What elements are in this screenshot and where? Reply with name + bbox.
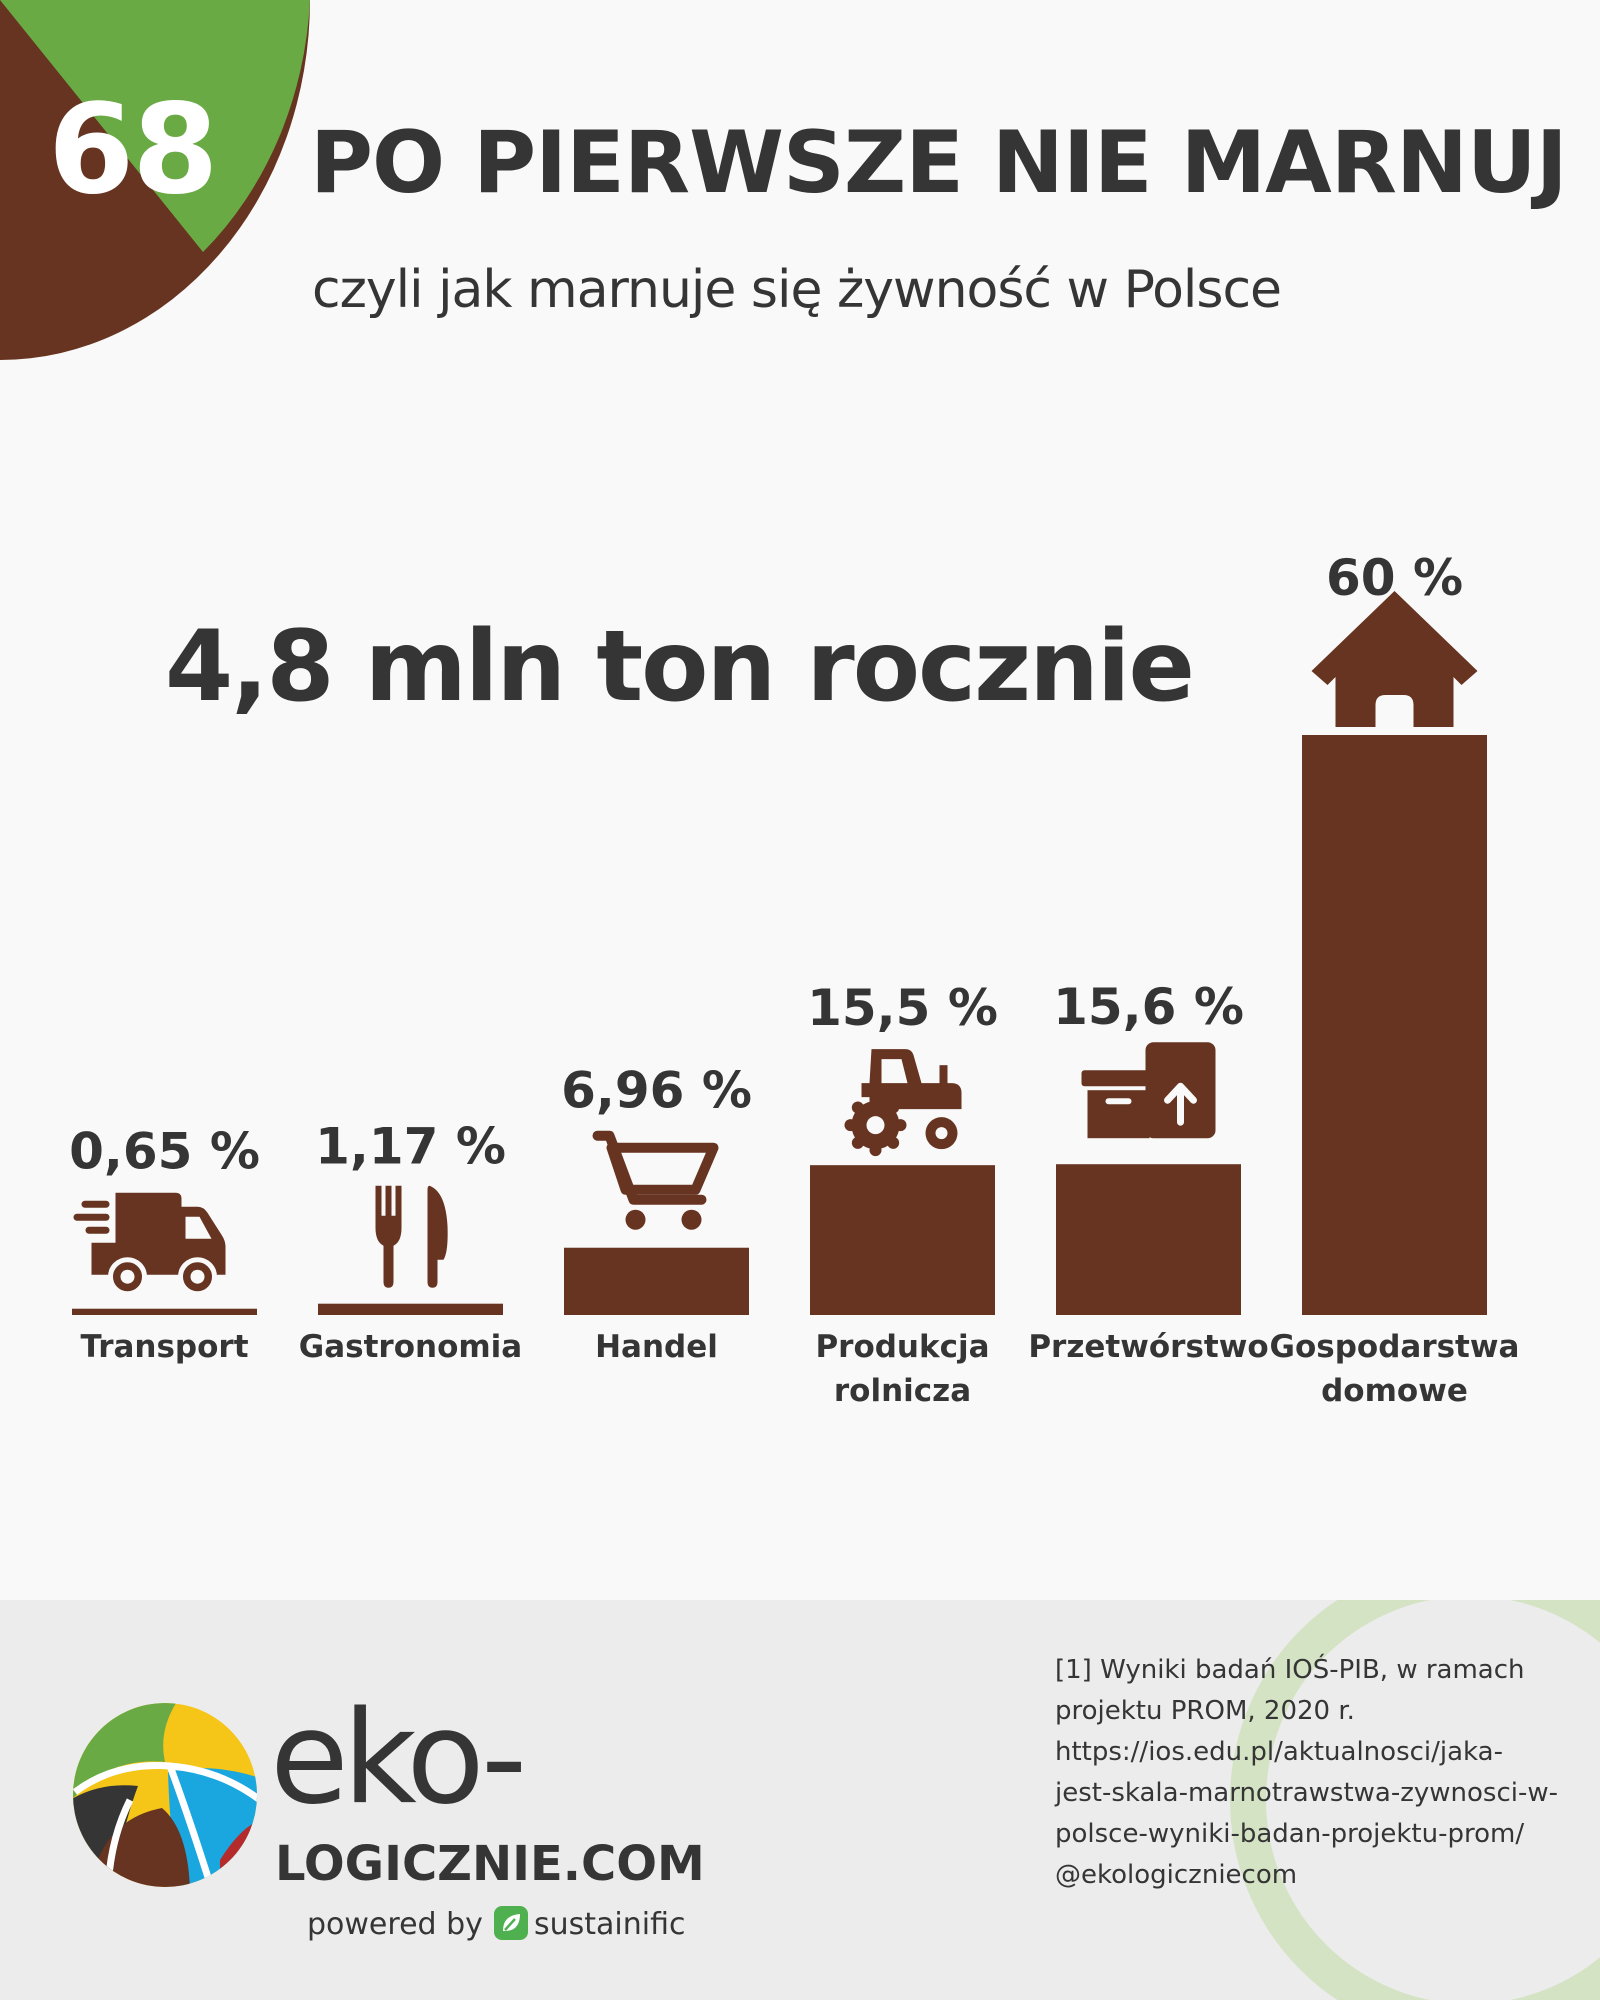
source-link[interactable]: https://ios.edu.pl/aktualnosci/jaka- — [1055, 1737, 1503, 1767]
category-label: Gospodarstwa — [1270, 1329, 1520, 1365]
category-label: Przetwórstwo — [1028, 1329, 1268, 1365]
eko-logo-icon — [73, 1703, 257, 1887]
shopping-cart-icon — [592, 1130, 719, 1230]
issue-number: 68 — [48, 78, 219, 222]
footer: eko- LOGICZNIE.COM powered by sustainifi… — [0, 1600, 1600, 2000]
category-label: rolnicza — [834, 1373, 971, 1409]
source-line: [1] Wyniki badań IOŚ-PIB, w ramach — [1055, 1655, 1525, 1685]
delivery-truck-icon — [73, 1192, 226, 1297]
bar-5 — [1056, 1164, 1241, 1315]
logo-word: eko- — [270, 1684, 527, 1833]
leaf-icon — [494, 1906, 528, 1940]
bar-2 — [318, 1303, 503, 1315]
social-handle[interactable]: @ekologiczniecom — [1055, 1860, 1298, 1890]
box-icon — [1081, 1042, 1216, 1139]
category-label: Transport — [80, 1329, 248, 1365]
category-label: Produkcja — [815, 1329, 989, 1365]
value-label: 60 % — [1326, 549, 1463, 607]
tractor-icon — [844, 1049, 962, 1157]
bar-4 — [810, 1165, 995, 1315]
partner-name: sustainific — [534, 1907, 686, 1942]
decorative-ring — [1230, 1600, 1600, 2000]
page-title: PO PIERWSZE NIE MARNUJ — [310, 113, 1568, 213]
logo-domain: LOGICZNIE.COM — [275, 1836, 705, 1892]
category-label: domowe — [1321, 1373, 1468, 1409]
bar-1 — [72, 1308, 257, 1315]
value-label: 0,65 % — [69, 1123, 260, 1181]
bar-chart: 0,65 % Transport 1,17 % Gastronomia 6,96 % Ha… — [69, 549, 1520, 1409]
category-label: Gastronomia — [299, 1329, 522, 1365]
bar-3 — [564, 1247, 749, 1315]
page-subtitle: czyli jak marnuje się żywność w Polsce — [312, 260, 1282, 320]
powered-by-label: powered by — [307, 1907, 483, 1942]
headline-total: 4,8 mln ton rocznie — [165, 610, 1195, 724]
bar-6 — [1302, 735, 1487, 1315]
source-link[interactable]: jest-skala-marnotrawstwa-zywnosci-w- — [1055, 1778, 1559, 1808]
value-label: 1,17 % — [315, 1118, 506, 1176]
corner-badge — [0, 0, 310, 360]
category-label: Handel — [595, 1329, 718, 1365]
source-link[interactable]: polsce-wyniki-badan-projektu-prom/ — [1055, 1819, 1525, 1849]
source-line: projektu PROM, 2020 r. — [1055, 1696, 1355, 1726]
source-note: [1] Wyniki badań IOŚ-PIB, w ramach proje… — [1055, 1650, 1575, 1896]
fork-knife-icon — [375, 1185, 448, 1288]
value-label: 15,6 % — [1053, 978, 1244, 1036]
value-label: 6,96 % — [561, 1062, 752, 1120]
house-icon — [1311, 591, 1478, 727]
value-label: 15,5 % — [807, 979, 998, 1037]
